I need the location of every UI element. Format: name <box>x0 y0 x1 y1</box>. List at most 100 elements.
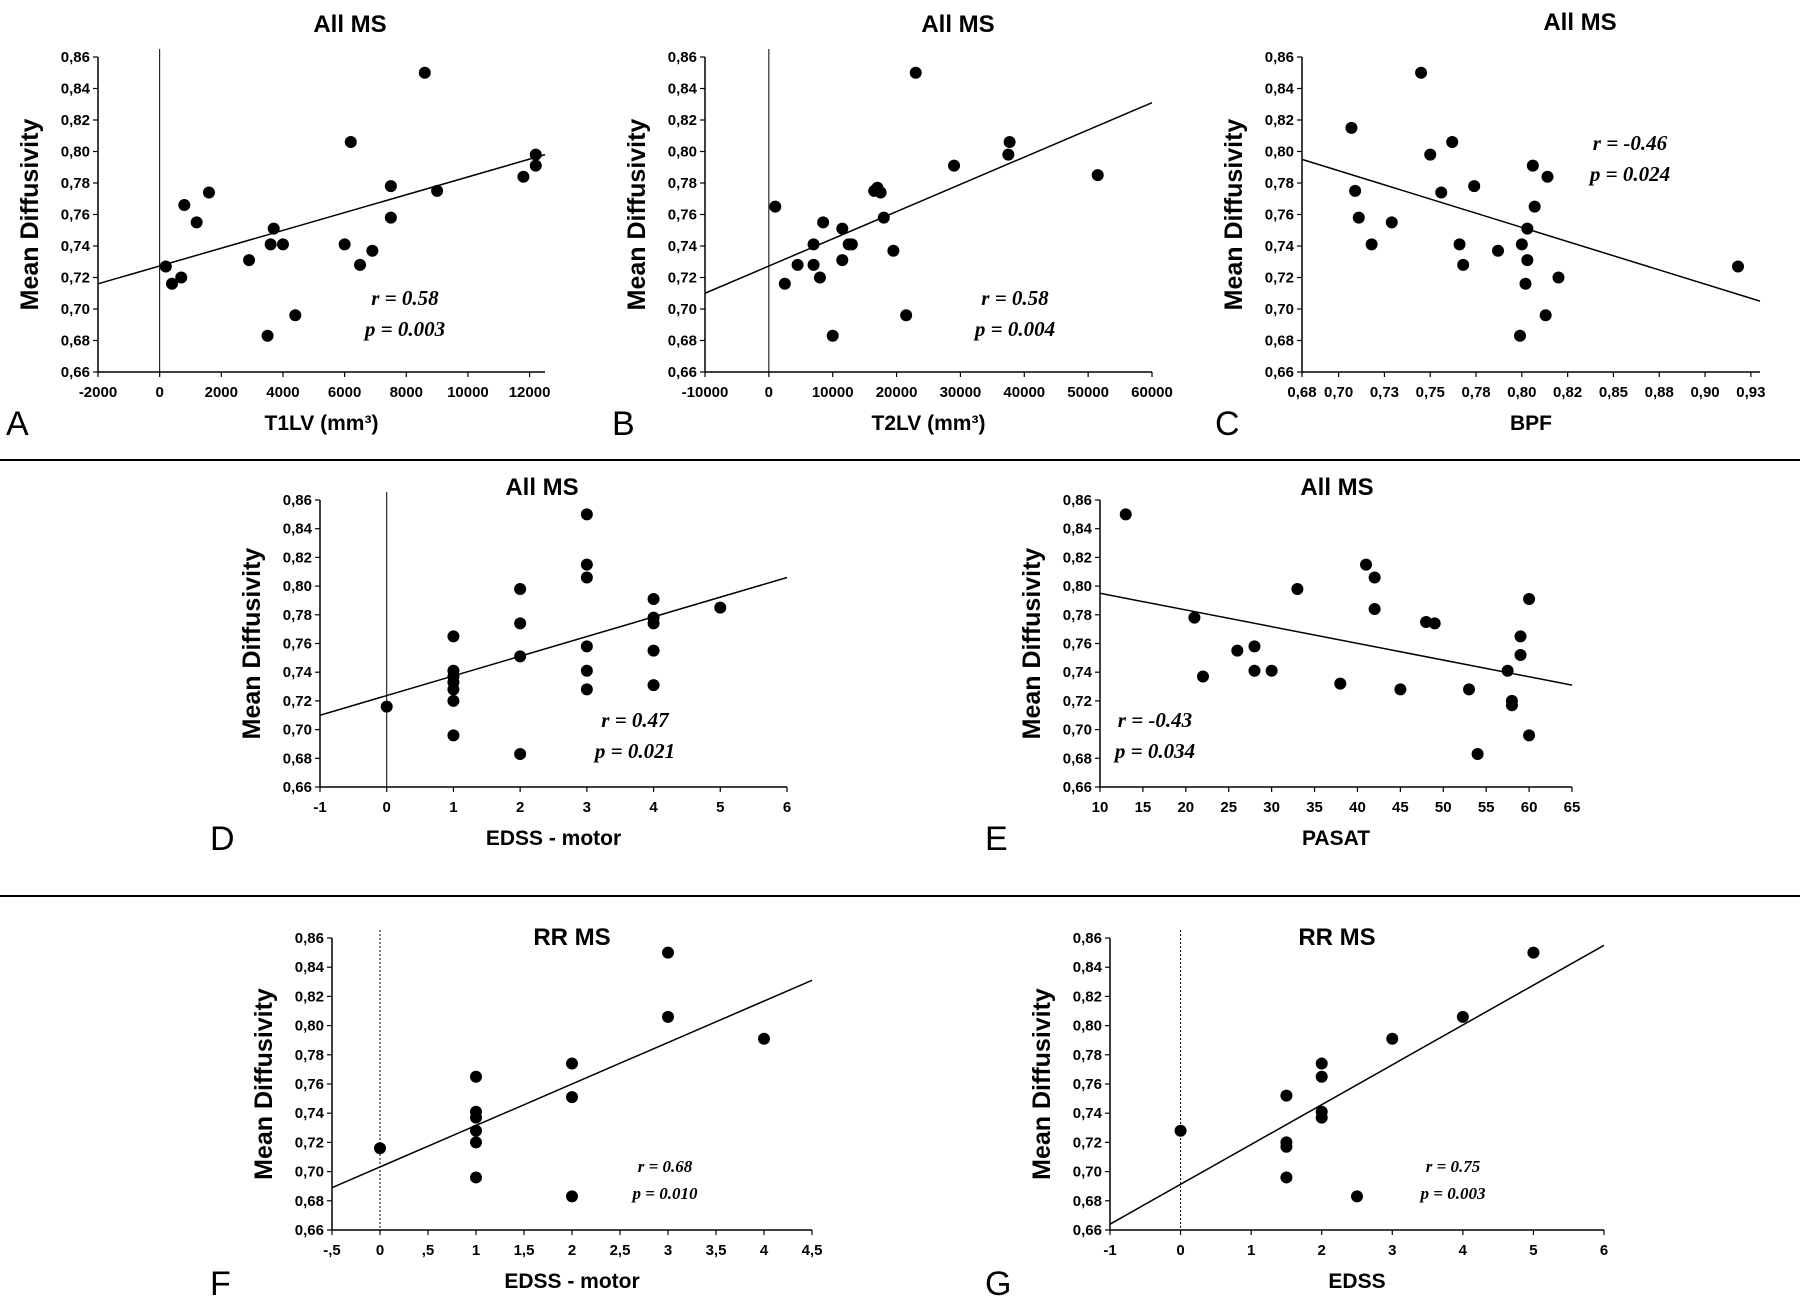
panel-b-data-point <box>791 258 804 271</box>
panel-e-x-tick-label: 30 <box>1263 799 1280 816</box>
panel-d-y-tick-label: 0,70 <box>283 722 312 739</box>
panel-d-x-label: EDSS - motor <box>486 827 621 850</box>
panel-g-data-point <box>1351 1190 1363 1203</box>
panel-b-y-tick-label: 0,80 <box>668 144 697 161</box>
panel-e-y-tick-label: 0,72 <box>1063 693 1092 710</box>
panel-f-x-tick-label: ,5 <box>422 1242 435 1259</box>
panel-f-data-point <box>758 1032 770 1045</box>
panel-b-y-tick-label: 0,66 <box>668 364 697 381</box>
panel-f-x-label: EDSS - motor <box>504 1270 639 1293</box>
panel-f-data-point <box>470 1111 482 1124</box>
panel-b-data-point <box>778 277 791 290</box>
panel-c-y-label: Mean Diffusivity <box>1220 119 1248 311</box>
panel-g-y-tick-label: 0,74 <box>1073 1105 1103 1122</box>
panel-f-data-point <box>470 1124 482 1137</box>
panel-d-x-tick-label: 3 <box>583 799 591 816</box>
panel-e-data-point <box>1501 664 1514 677</box>
panel-b-x-tick-label: 20000 <box>876 384 918 401</box>
panel-c-data-point <box>1385 216 1398 229</box>
panel-a-y-tick-label: 0,74 <box>61 238 91 255</box>
panel-g-y-label: Mean Diffusivity <box>1028 988 1056 1180</box>
panel-b-letter: B <box>612 405 635 443</box>
panel-e-y-tick-label: 0,84 <box>1063 521 1093 538</box>
panel-e-data-point <box>1291 582 1304 595</box>
panel-g-x-tick-label: 2 <box>1318 1242 1326 1259</box>
panel-c-x-tick-label: 0,88 <box>1645 384 1674 401</box>
panel-a-x-tick-label: 10000 <box>447 384 489 401</box>
panel-d-x-tick-label: 4 <box>649 799 658 816</box>
panel-c-x-tick-label: 0,82 <box>1553 384 1582 401</box>
panel-e-stat-r: r = -0.43 <box>1118 708 1192 732</box>
panel-e-y-tick-label: 0,82 <box>1063 549 1092 566</box>
panel-f-data-point <box>566 1091 578 1104</box>
panel-d-x-tick-label: 0 <box>383 799 391 816</box>
panel-c-data-point <box>1732 260 1745 273</box>
panel-b-data-point <box>948 159 961 172</box>
panel-b-data-point <box>1091 169 1104 182</box>
panel-c-x-tick-label: 0,73 <box>1370 384 1399 401</box>
panel-b-y-tick-label: 0,74 <box>668 238 698 255</box>
panel-b-x-tick-label: 30000 <box>940 384 982 401</box>
panel-a-y-tick-label: 0,76 <box>61 207 90 224</box>
panel-d-data-point <box>647 679 660 692</box>
panel-c-y-tick-label: 0,74 <box>1265 238 1295 255</box>
panel-g-y-tick-label: 0,80 <box>1073 1018 1102 1035</box>
panel-f-x-tick-label: 4 <box>760 1242 769 1259</box>
panel-a-data-point <box>190 216 203 229</box>
panel-a-data-point <box>384 211 397 224</box>
panel-c-stat-p: p = 0.024 <box>1588 162 1670 186</box>
panel-e-data-point <box>1514 630 1527 643</box>
panel-c-data-point <box>1519 277 1532 290</box>
panel-e-x-tick-label: 10 <box>1092 799 1109 816</box>
panel-e-x-tick-label: 55 <box>1478 799 1495 816</box>
panel-d-data-point <box>514 582 527 595</box>
panel-d-letter: D <box>210 820 235 858</box>
panel-a-data-point <box>178 199 191 212</box>
panel-d-data-point <box>447 729 460 742</box>
panel-f-x-tick-label: 1 <box>472 1242 480 1259</box>
panel-f-data-point <box>470 1070 482 1083</box>
panel-f-y-tick-label: 0,80 <box>295 1018 324 1035</box>
panel-b-stat-r: r = 0.58 <box>981 286 1049 310</box>
panel-c-data-point <box>1526 159 1539 172</box>
panel-c-data-point <box>1468 180 1481 193</box>
panel-e-x-tick-label: 40 <box>1349 799 1366 816</box>
panel-f-stat-r: r = 0.68 <box>638 1157 693 1176</box>
panel-c-data-point <box>1492 244 1505 257</box>
panel-a-data-point <box>431 184 444 197</box>
panel-e-x-tick-label: 45 <box>1392 799 1409 816</box>
panel-f-y-tick-label: 0,74 <box>295 1105 325 1122</box>
panel-b-y-tick-label: 0,78 <box>668 175 697 192</box>
panel-c-x-tick-label: 0,85 <box>1599 384 1628 401</box>
panel-b-data-point <box>887 244 900 257</box>
panel-f-data-point <box>374 1142 386 1155</box>
panel-b-x-label: T2LV (mm³) <box>872 412 986 435</box>
panel-f-y-tick-label: 0,76 <box>295 1076 324 1093</box>
panel-c-y-tick-label: 0,70 <box>1265 301 1294 318</box>
panel-f-x-tick-label: 3,5 <box>706 1242 727 1259</box>
panel-b-y-tick-label: 0,84 <box>668 81 698 98</box>
panel-e-data-point <box>1188 611 1201 624</box>
panel-c-x-tick-label: 0,90 <box>1690 384 1719 401</box>
panel-c-x-tick-label: 0,93 <box>1736 384 1765 401</box>
panel-d-x-tick-label: 1 <box>449 799 457 816</box>
panel-d-x-tick-label: 5 <box>716 799 724 816</box>
panel-d-data-point <box>714 601 727 614</box>
panel-e-data-point <box>1505 699 1518 712</box>
panel-e-data-point <box>1394 683 1407 696</box>
panel-g-y-tick-label: 0,78 <box>1073 1047 1102 1064</box>
panel-b-data-point <box>909 66 922 79</box>
panel-a-data-point <box>338 238 351 251</box>
panel-a-stat-p: p = 0.003 <box>363 317 445 341</box>
panel-c-y-tick-label: 0,76 <box>1265 207 1294 224</box>
panel-f-x-tick-label: 1,5 <box>514 1242 535 1259</box>
panel-c-data-point <box>1539 309 1552 322</box>
panel-f-y-tick-label: 0,72 <box>295 1134 324 1151</box>
panel-d-data-point <box>514 617 527 630</box>
panel-a-y-tick-label: 0,68 <box>61 333 90 350</box>
panel-e-y-tick-label: 0,74 <box>1063 664 1093 681</box>
panel-a-y-tick-label: 0,72 <box>61 270 90 287</box>
panel-g-data-point <box>1174 1124 1187 1137</box>
